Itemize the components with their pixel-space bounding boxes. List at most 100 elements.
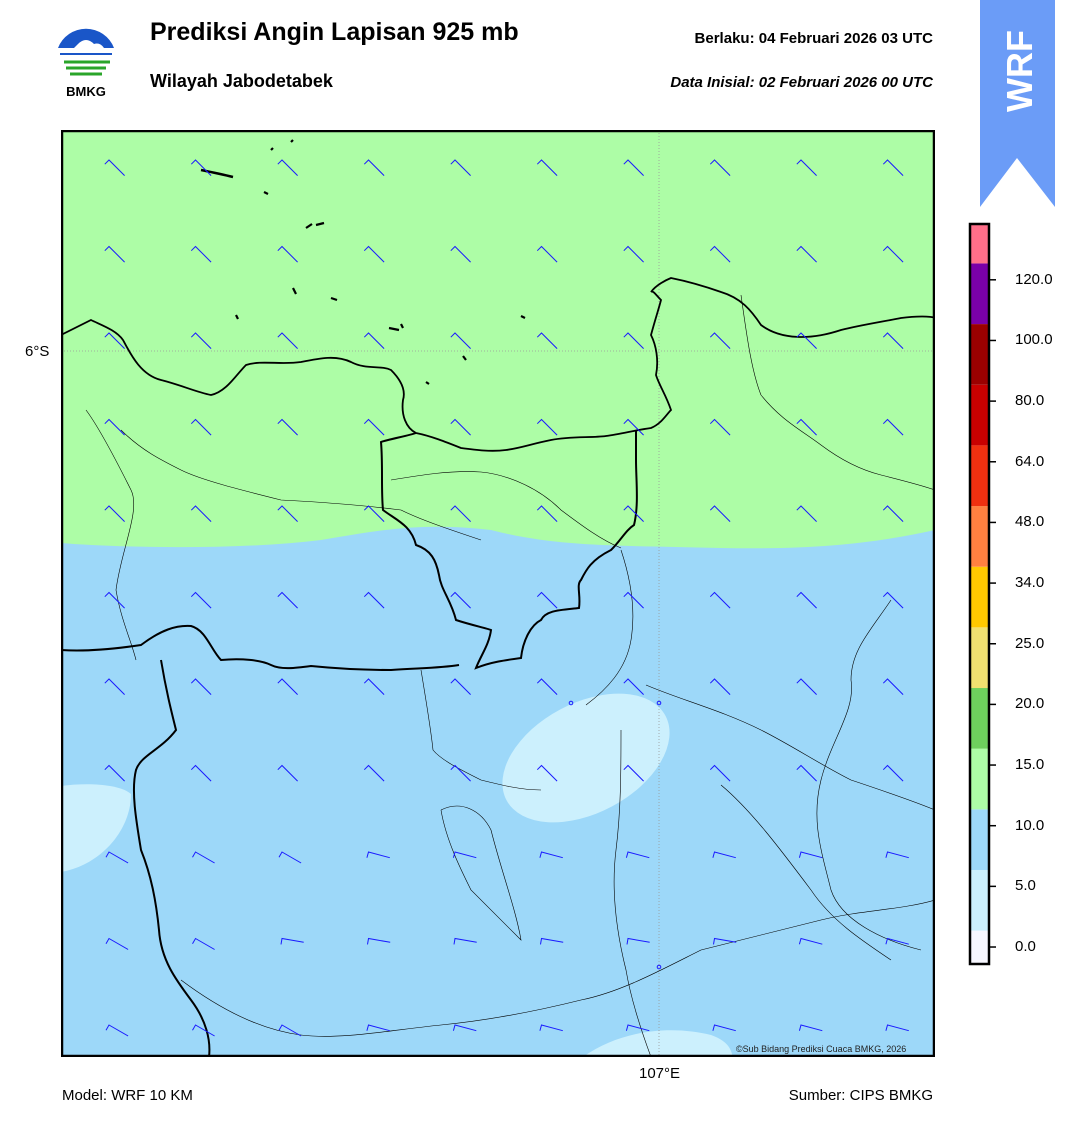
model-label: Model: WRF 10 KM bbox=[62, 1087, 193, 1104]
wind-barb bbox=[709, 678, 731, 695]
wind-barb bbox=[882, 505, 904, 522]
wind-barb bbox=[536, 591, 558, 609]
wind-barb bbox=[536, 332, 558, 349]
admin-boundary bbox=[645, 684, 935, 811]
wind-barb bbox=[190, 245, 212, 263]
wind-barb bbox=[539, 1024, 563, 1032]
wind-barb bbox=[363, 418, 385, 436]
island bbox=[200, 168, 234, 179]
wind-barb bbox=[190, 591, 212, 609]
colorbar-segment bbox=[970, 627, 989, 689]
wind-barb bbox=[796, 505, 817, 522]
wind-barb bbox=[709, 418, 731, 436]
wind-map bbox=[61, 130, 935, 1057]
colorbar-tick-label: 15.0 bbox=[1015, 756, 1045, 774]
wind-barb bbox=[798, 851, 823, 859]
wind-barb bbox=[367, 937, 391, 945]
island bbox=[235, 139, 526, 385]
wind-barb bbox=[623, 159, 644, 176]
wind-barb bbox=[190, 332, 212, 349]
province-boundary bbox=[132, 659, 211, 1057]
wind-barb bbox=[882, 764, 904, 782]
wind-barb bbox=[712, 1024, 736, 1032]
wind-barb bbox=[192, 851, 215, 864]
colorbar-segment bbox=[970, 445, 989, 507]
wind-barb bbox=[709, 245, 731, 263]
wind-barb bbox=[190, 764, 212, 782]
wind-barb bbox=[796, 764, 817, 782]
lat-label: 6°S bbox=[25, 343, 50, 360]
wind-barb bbox=[626, 937, 650, 945]
wind-barb bbox=[105, 851, 129, 864]
wind-barb bbox=[363, 678, 385, 695]
wind-barb bbox=[104, 332, 125, 349]
wind-barb bbox=[366, 851, 390, 859]
wind-barb bbox=[363, 332, 385, 349]
colorbar-segment bbox=[970, 384, 989, 446]
coastline bbox=[61, 277, 935, 452]
wind-barb bbox=[363, 505, 385, 522]
wind-barb bbox=[192, 937, 215, 950]
wind-barb bbox=[536, 159, 558, 176]
speed-band-0-5-center bbox=[502, 693, 670, 823]
wind-barb bbox=[882, 418, 904, 436]
wind-barb bbox=[536, 418, 558, 436]
wind-barb bbox=[366, 1024, 390, 1032]
admin-boundary bbox=[613, 729, 652, 1057]
admin-boundary bbox=[720, 784, 892, 961]
wind-barb bbox=[104, 678, 125, 695]
wrf-badge: WRF bbox=[980, 0, 1055, 207]
wind-barb bbox=[882, 245, 904, 263]
wind-barb bbox=[796, 159, 817, 176]
speed-band-0-5-west bbox=[61, 784, 131, 872]
wind-barb bbox=[277, 245, 298, 263]
page-subtitle: Wilayah Jabodetabek bbox=[150, 71, 333, 91]
wind-barb bbox=[277, 159, 298, 176]
wind-barb bbox=[709, 591, 731, 609]
wind-barb bbox=[882, 159, 904, 176]
wind-barb bbox=[623, 505, 644, 522]
wind-barb bbox=[796, 418, 817, 436]
wind-barb bbox=[885, 851, 909, 859]
wind-barb bbox=[452, 851, 477, 859]
wind-barb bbox=[450, 505, 471, 522]
wind-barb bbox=[623, 764, 644, 782]
wind-barb bbox=[190, 505, 212, 522]
admin-boundary bbox=[440, 805, 522, 941]
logo-text: BMKG bbox=[66, 84, 106, 99]
wind-barb bbox=[709, 159, 731, 176]
wind-barb bbox=[104, 245, 125, 263]
province-boundary bbox=[61, 624, 460, 672]
wind-barb bbox=[623, 591, 644, 609]
initial-time: Data Inisial: 02 Februari 2026 00 UTC bbox=[670, 74, 933, 91]
wind-barb bbox=[453, 937, 477, 945]
wind-barb bbox=[363, 591, 385, 609]
wind-barb bbox=[278, 851, 302, 864]
wind-barb bbox=[796, 678, 817, 695]
wind-barb bbox=[539, 851, 563, 859]
wind-barb bbox=[796, 245, 817, 263]
valid-time: Berlaku: 04 Februari 2026 03 UTC bbox=[694, 30, 933, 47]
province-boundary bbox=[379, 430, 638, 670]
wind-barb bbox=[885, 937, 909, 945]
wind-barb bbox=[190, 678, 212, 695]
wind-barb bbox=[277, 505, 298, 522]
wind-barb bbox=[623, 418, 644, 436]
speed-band-10-15 bbox=[61, 130, 935, 549]
wind-barb bbox=[536, 245, 558, 263]
wind-barb bbox=[450, 332, 471, 349]
wind-barbs bbox=[104, 159, 909, 1037]
wind-barb bbox=[713, 937, 737, 945]
station-marker bbox=[656, 700, 662, 706]
wrf-badge-text: WRF bbox=[999, 30, 1040, 112]
colorbar bbox=[968, 222, 996, 966]
wind-barb bbox=[363, 159, 385, 176]
colorbar-segment bbox=[970, 809, 989, 870]
colorbar-tick-label: 120.0 bbox=[1015, 270, 1053, 288]
source-label: Sumber: CIPS BMKG bbox=[788, 1087, 933, 1104]
wind-barb bbox=[536, 764, 558, 782]
wind-barb bbox=[712, 851, 736, 859]
colorbar-tick-label: 48.0 bbox=[1015, 513, 1045, 531]
colorbar-segment bbox=[970, 869, 989, 931]
admin-boundary bbox=[180, 899, 935, 1037]
